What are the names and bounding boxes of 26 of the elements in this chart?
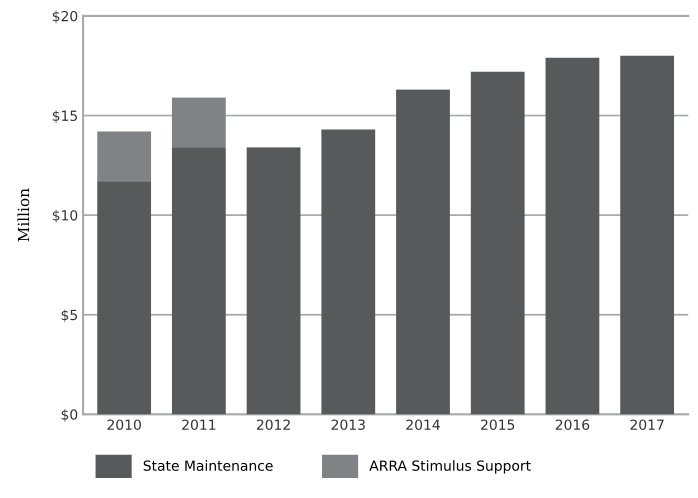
y-tick-label: $10 (52, 210, 78, 222)
legend-label: ARRA Stimulus Support (369, 460, 531, 474)
y-tick-label: $20 (52, 10, 78, 24)
bar (546, 58, 600, 414)
x-tick-label: 2011 (182, 419, 216, 430)
x-tick-label: 2015 (481, 419, 514, 430)
bar (172, 147, 226, 414)
y-tick-label: $0 (62, 409, 78, 422)
bar (396, 90, 450, 414)
bar (620, 56, 674, 414)
bar (97, 181, 152, 414)
x-tick-label: 2012 (256, 419, 290, 430)
x-tick-label: 2016 (556, 419, 590, 430)
x-tick-label: 2013 (332, 419, 365, 430)
y-axis-title: Million (17, 188, 30, 242)
bar (246, 147, 300, 414)
x-tick-label: 2014 (406, 419, 440, 430)
bar (321, 129, 376, 414)
x-tick-label: 2017 (630, 419, 664, 430)
y-tick-label: $15 (52, 110, 77, 123)
bar (97, 131, 152, 182)
bar (470, 72, 525, 414)
y-tick-label: $5 (62, 309, 77, 322)
legend-label: State Maintenance (144, 460, 273, 471)
x-tick-label: 2010 (108, 419, 141, 430)
bar (172, 98, 226, 148)
